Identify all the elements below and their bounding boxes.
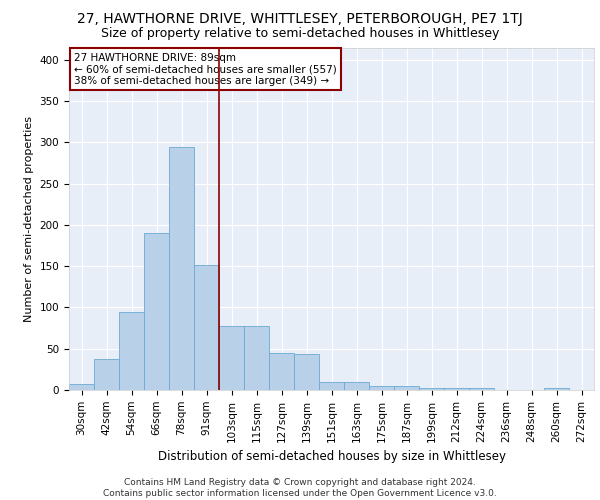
Bar (319, 382, 344, 390)
Text: 27 HAWTHORNE DRIVE: 89sqm
← 60% of semi-detached houses are smaller (557)
38% of: 27 HAWTHORNE DRIVE: 89sqm ← 60% of semi-… (74, 52, 337, 86)
Bar (119, 312, 144, 390)
Bar (69, 384, 94, 390)
Bar (544, 388, 569, 390)
Text: Contains HM Land Registry data © Crown copyright and database right 2024.
Contai: Contains HM Land Registry data © Crown c… (103, 478, 497, 498)
Y-axis label: Number of semi-detached properties: Number of semi-detached properties (24, 116, 34, 322)
Bar (444, 388, 469, 390)
Bar (369, 386, 394, 390)
Bar (344, 382, 369, 390)
Text: Size of property relative to semi-detached houses in Whittlesey: Size of property relative to semi-detach… (101, 28, 499, 40)
Bar (294, 354, 319, 390)
X-axis label: Distribution of semi-detached houses by size in Whittlesey: Distribution of semi-detached houses by … (157, 450, 505, 463)
Bar (219, 326, 244, 390)
Bar (269, 353, 294, 390)
Bar (169, 146, 194, 390)
Bar (469, 388, 494, 390)
Text: 27, HAWTHORNE DRIVE, WHITTLESEY, PETERBOROUGH, PE7 1TJ: 27, HAWTHORNE DRIVE, WHITTLESEY, PETERBO… (77, 12, 523, 26)
Bar (244, 326, 269, 390)
Bar (144, 233, 169, 390)
Bar (419, 388, 444, 390)
Bar (194, 264, 219, 390)
Bar (94, 358, 119, 390)
Bar (394, 386, 419, 390)
